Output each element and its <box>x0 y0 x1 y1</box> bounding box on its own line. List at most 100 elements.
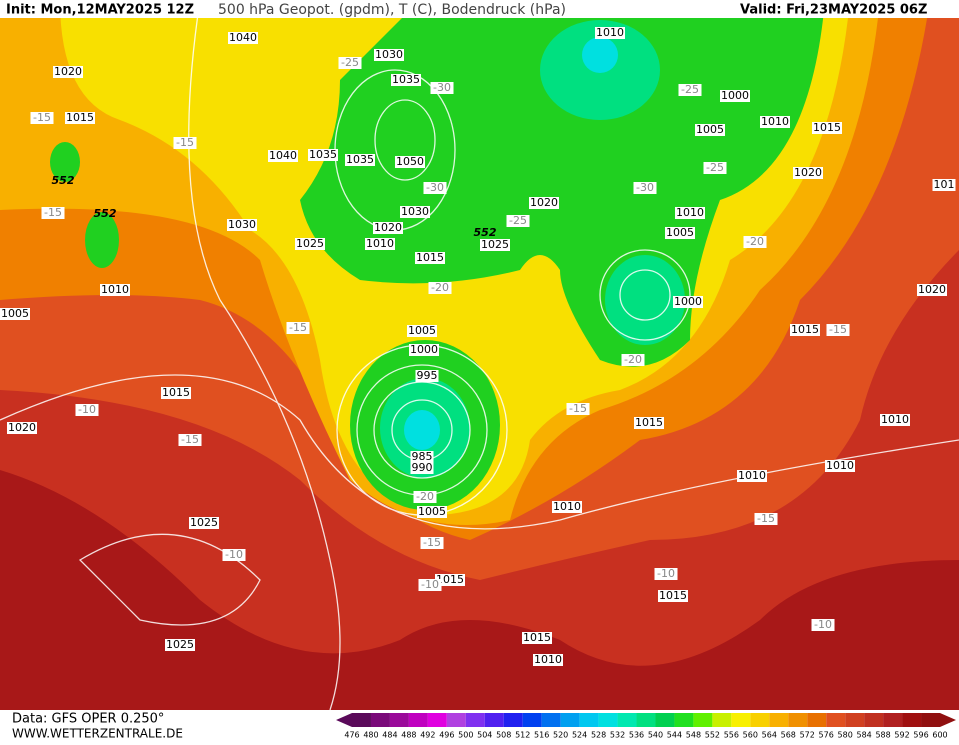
pressure-label: 1035 <box>346 153 374 166</box>
pressure-label: 1015 <box>162 386 190 399</box>
pressure-label-box <box>161 387 191 399</box>
temperature-label-box <box>222 549 246 561</box>
temperature-label: -15 <box>423 536 441 549</box>
colorbar-tick-label: 524 <box>572 731 587 740</box>
temperature-label-box <box>75 404 99 416</box>
temperature-label: -15 <box>757 512 775 525</box>
pressure-label-box <box>760 116 790 128</box>
colorbar-bin <box>427 713 447 727</box>
temperature-label-box <box>428 282 452 294</box>
pressure-label: 1015 <box>523 631 551 644</box>
colorbar-bin <box>408 713 428 727</box>
colorbar-bin <box>826 713 846 727</box>
temperature-label-box <box>654 568 678 580</box>
colorbar-tick-label: 548 <box>686 731 701 740</box>
pressure-label-box <box>268 150 298 162</box>
pressure-label: 995 <box>417 369 438 382</box>
temperature-label-box <box>506 215 530 227</box>
colorbar-bin <box>617 713 637 727</box>
pressure-label: 1025 <box>166 638 194 651</box>
temperature-label-box <box>566 403 590 415</box>
colorbar-bin <box>560 713 580 727</box>
temperature-label: -10 <box>421 578 439 591</box>
website: WWW.WETTERZENTRALE.DE <box>12 727 183 741</box>
pressure-label-box <box>634 417 664 429</box>
pressure-label-box <box>365 238 395 250</box>
colorbar-tick-label: 556 <box>724 731 739 740</box>
temperature-label: -20 <box>746 235 764 248</box>
temperature-label: -20 <box>416 490 434 503</box>
pressure-label: 1000 <box>410 343 438 356</box>
colorbar-bin <box>655 713 675 727</box>
colorbar-bin <box>883 713 903 727</box>
pressure-label: 1030 <box>228 218 256 231</box>
temperature-label: -15 <box>176 136 194 149</box>
pressure-label-box <box>932 179 956 191</box>
temperature-label: -30 <box>426 181 444 194</box>
temperature-label: -15 <box>44 206 62 219</box>
pressure-label: 1040 <box>269 149 297 162</box>
colorbar-bin <box>731 713 751 727</box>
colorbar-bin <box>807 713 827 727</box>
colorbar-tick-label: 540 <box>648 731 663 740</box>
colorbar-tick-label: 572 <box>800 731 815 740</box>
colorbar-bin <box>484 713 504 727</box>
colorbar-tick-label: 528 <box>591 731 606 740</box>
temperature-label: -15 <box>181 433 199 446</box>
temperature-label-box <box>30 112 54 124</box>
temperature-label-box <box>811 619 835 631</box>
map-labels: 1040 1020 1015 -15 -15 1040 1035 1035 1050 1030 10… <box>0 26 956 666</box>
pressure-label: 1020 <box>54 65 82 78</box>
temperature-label-box <box>173 137 197 149</box>
pressure-label-box <box>737 470 767 482</box>
colorbar-tick-label: 564 <box>762 731 777 740</box>
colorbar-tick-label: 520 <box>553 731 568 740</box>
colorbar-tick-label: 584 <box>856 731 871 740</box>
map-background <box>0 0 959 711</box>
pressure-label: 1015 <box>813 121 841 134</box>
pressure-label-box <box>308 149 338 161</box>
colorbar-bin <box>598 713 618 727</box>
pressure-label-box <box>658 590 688 602</box>
temperature-label: -25 <box>706 161 724 174</box>
colorbar-bin <box>902 713 922 727</box>
pressure-label: 1015 <box>635 416 663 429</box>
pressure-label-box <box>345 154 375 166</box>
pressure-label: 1005 <box>1 307 29 320</box>
pressure-label-box <box>665 227 695 239</box>
pressure-label: 1010 <box>553 500 581 513</box>
map-title: 500 hPa Geopot. (gpdm), T (C), Bodendruc… <box>218 2 566 18</box>
temperature-label: -10 <box>78 403 96 416</box>
pressure-label-box <box>675 207 705 219</box>
pressure-label: 1010 <box>366 237 394 250</box>
temperature-label: -10 <box>225 548 243 561</box>
pressure-label: 1015 <box>791 323 819 336</box>
pressure-label-box <box>100 284 130 296</box>
temperature-label-box <box>430 82 454 94</box>
pressure-label-box <box>415 252 445 264</box>
temperature-label: -30 <box>433 81 451 94</box>
pressure-label: 1020 <box>8 421 36 434</box>
pressure-label: 1035 <box>392 73 420 86</box>
pressure-label: 1050 <box>396 155 424 168</box>
pressure-label-box <box>0 308 30 320</box>
pressure-label-box <box>480 239 510 251</box>
pressure-label: 1010 <box>676 206 704 219</box>
pressure-label: 1005 <box>696 123 724 136</box>
pressure-label-box <box>165 639 195 651</box>
colorbar-bin <box>674 713 694 727</box>
colorbar-tick-label: 496 <box>439 731 454 740</box>
temperature-label: -15 <box>33 111 51 124</box>
temperature-label: -10 <box>657 567 675 580</box>
colorbar-bin <box>370 713 390 727</box>
pressure-label-box <box>53 66 83 78</box>
pressure-label: 1005 <box>408 324 436 337</box>
colorbar-tick-label: 600 <box>932 731 947 740</box>
temperature-label: -20 <box>624 353 642 366</box>
colorbar-bin <box>579 713 599 727</box>
pressure-label-box <box>435 574 465 586</box>
pressure-label-box <box>417 506 447 518</box>
colorbar-tick-label: 576 <box>819 731 834 740</box>
temperature-label-box <box>413 491 437 503</box>
pressure-label-box <box>400 206 430 218</box>
